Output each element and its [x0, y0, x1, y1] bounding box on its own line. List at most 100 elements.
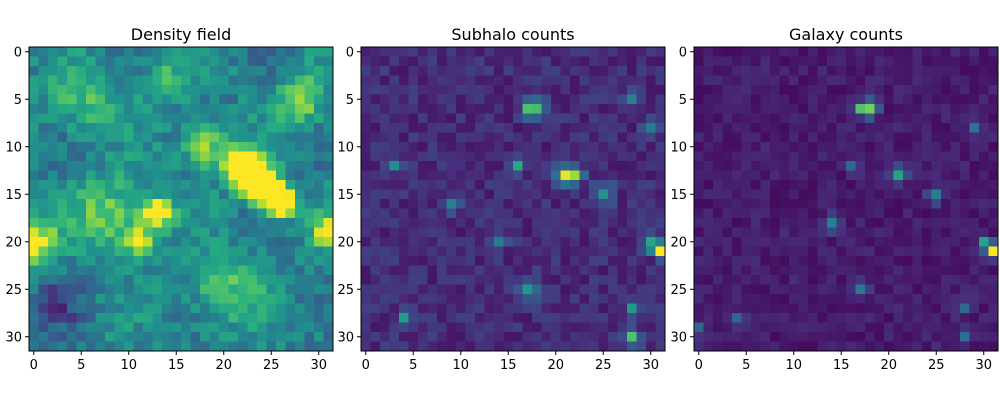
heatmap-cell: [133, 94, 144, 105]
heatmap-cell: [124, 94, 134, 105]
heatmap-cell: [808, 75, 818, 86]
heatmap-cell: [484, 151, 495, 162]
heatmap-cell: [969, 123, 980, 133]
heatmap-cell: [741, 56, 752, 67]
heatmap-cell: [427, 237, 438, 247]
heatmap-cell: [960, 313, 970, 323]
heatmap-cell: [67, 47, 77, 57]
heatmap-cell: [124, 227, 134, 238]
heatmap-cell: [532, 265, 542, 276]
heatmap-cell: [988, 56, 999, 67]
heatmap-cell: [162, 142, 172, 152]
heatmap-cell: [855, 151, 866, 162]
heatmap-cell: [171, 151, 182, 162]
heatmap-cell: [323, 275, 334, 285]
heatmap-cell: [551, 75, 561, 86]
heatmap-cell: [827, 199, 837, 209]
heatmap-cell: [617, 66, 628, 76]
heatmap-cell: [627, 132, 637, 143]
heatmap-cell: [931, 322, 942, 333]
heatmap-cell: [713, 94, 723, 105]
x-tick-label: 25: [928, 358, 945, 373]
heatmap-cell: [408, 180, 419, 190]
heatmap-cell: [798, 218, 809, 228]
heatmap-cell: [95, 227, 106, 238]
heatmap-cell: [389, 199, 400, 209]
heatmap-cell: [456, 227, 466, 238]
heatmap-cell: [295, 208, 305, 219]
heatmap-cell: [314, 123, 324, 133]
heatmap-cell: [636, 303, 647, 314]
heatmap-cell: [808, 341, 818, 352]
heatmap-cell: [228, 341, 239, 352]
heatmap-cell: [323, 303, 334, 314]
heatmap-cell: [560, 132, 571, 143]
heatmap-cell: [437, 132, 447, 143]
heatmap-cell: [922, 237, 932, 247]
heatmap-cell: [703, 199, 714, 209]
heatmap-cell: [884, 123, 894, 133]
heatmap-cell: [655, 123, 666, 133]
heatmap-cell: [152, 218, 163, 228]
heatmap-cell: [941, 180, 951, 190]
heatmap-cell: [399, 227, 409, 238]
heatmap-cell: [276, 208, 286, 219]
heatmap-cell: [789, 284, 799, 295]
heatmap-cell: [162, 284, 172, 295]
heatmap-cell: [941, 123, 951, 133]
heatmap-cell: [228, 208, 239, 219]
heatmap-cell: [238, 66, 248, 76]
heatmap-cell: [703, 113, 714, 124]
heatmap-cell: [694, 284, 704, 295]
heatmap-cell: [200, 170, 210, 181]
heatmap-cell: [969, 161, 980, 171]
heatmap-cell: [884, 170, 894, 181]
heatmap-cell: [779, 265, 790, 276]
heatmap-cell: [323, 47, 334, 57]
heatmap-cell: [960, 142, 970, 152]
heatmap-cell: [646, 170, 656, 181]
heatmap-cell: [770, 341, 780, 352]
heatmap-cell: [465, 66, 476, 76]
heatmap-cell: [190, 161, 201, 171]
heatmap-cell: [893, 322, 904, 333]
heatmap-cell: [960, 47, 970, 57]
heatmap-cell: [836, 75, 847, 86]
heatmap-cell: [484, 180, 495, 190]
heatmap-cell: [941, 85, 951, 95]
heatmap-cell: [532, 75, 542, 86]
heatmap-cell: [969, 246, 980, 257]
heatmap-cell: [219, 199, 229, 209]
heatmap-cell: [522, 275, 533, 285]
heatmap-cell: [617, 142, 628, 152]
heatmap-cell: [979, 303, 989, 314]
heatmap-cell: [969, 170, 980, 181]
heatmap-cell: [627, 75, 637, 86]
heatmap-cell: [541, 94, 552, 105]
heatmap-cell: [437, 265, 447, 276]
heatmap-cell: [171, 56, 182, 67]
heatmap-cell: [836, 170, 847, 181]
heatmap-cell: [513, 284, 523, 295]
heatmap-cell: [276, 75, 286, 86]
heatmap-cell: [484, 142, 495, 152]
heatmap-cell: [579, 56, 590, 67]
heatmap-cell: [143, 256, 153, 266]
heatmap-cell: [551, 47, 561, 57]
heatmap-cell: [979, 47, 989, 57]
heatmap-cell: [865, 189, 875, 200]
heatmap-cell: [541, 199, 552, 209]
heatmap-cell: [456, 313, 466, 323]
heatmap-cell: [105, 47, 115, 57]
heatmap-cell: [29, 199, 39, 209]
heatmap-cell: [855, 113, 866, 124]
heatmap-cell: [846, 218, 856, 228]
heatmap-cell: [598, 313, 609, 323]
heatmap-cell: [503, 341, 514, 352]
heatmap-cell: [865, 151, 875, 162]
heatmap-cell: [741, 189, 752, 200]
heatmap-cell: [817, 189, 828, 200]
heatmap-cell: [171, 66, 182, 76]
heatmap-cell: [276, 113, 286, 124]
heatmap-cell: [162, 161, 172, 171]
